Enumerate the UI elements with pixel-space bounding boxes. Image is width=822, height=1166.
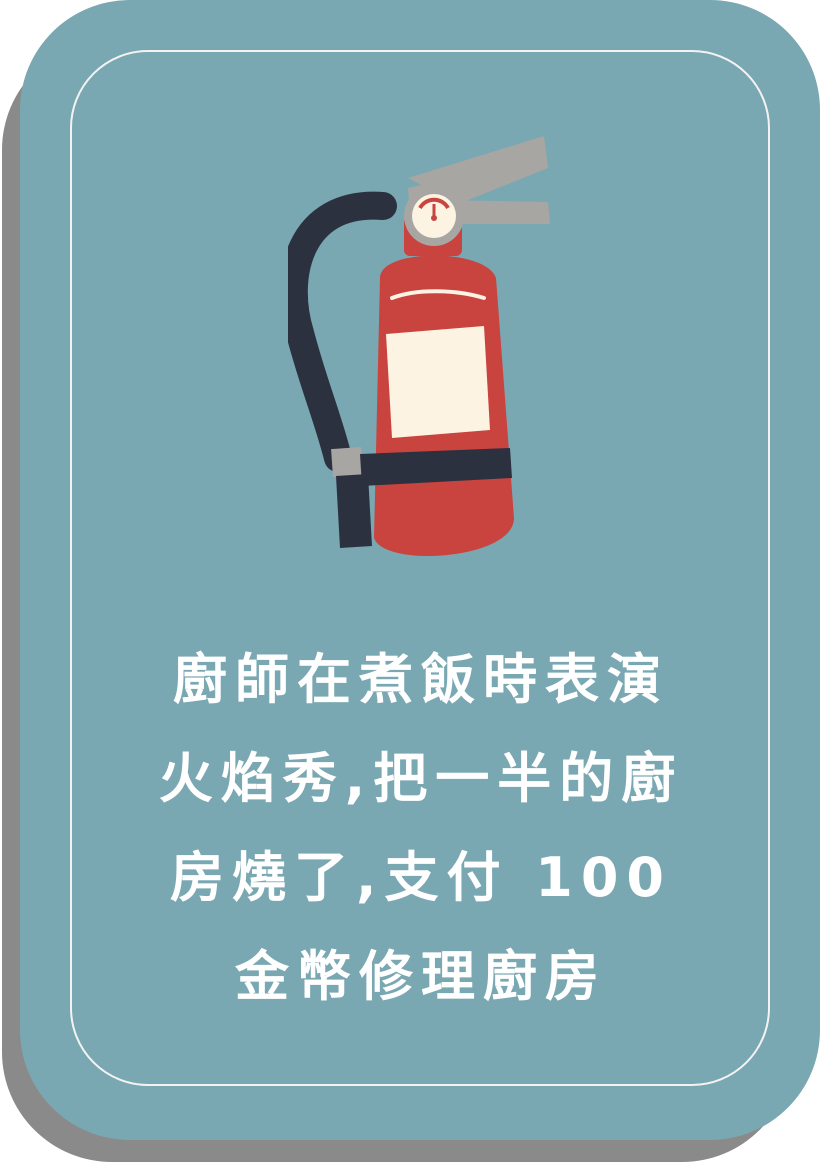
card-message-line-1: 廚師在煮飯時表演 [173,648,669,711]
card-message-line-3: 房燒了,支付 100 [169,846,673,909]
card-message-line-2: 火焰秀,把一半的廚 [158,747,684,810]
card-message: 廚師在煮飯時表演 火焰秀,把一半的廚 房燒了,支付 100 金幣修理廚房 [90,630,752,1026]
card-inner-border [70,50,770,1086]
fire-extinguisher-icon [288,136,550,557]
card-message-line-4: 金幣修理廚房 [235,945,607,1008]
